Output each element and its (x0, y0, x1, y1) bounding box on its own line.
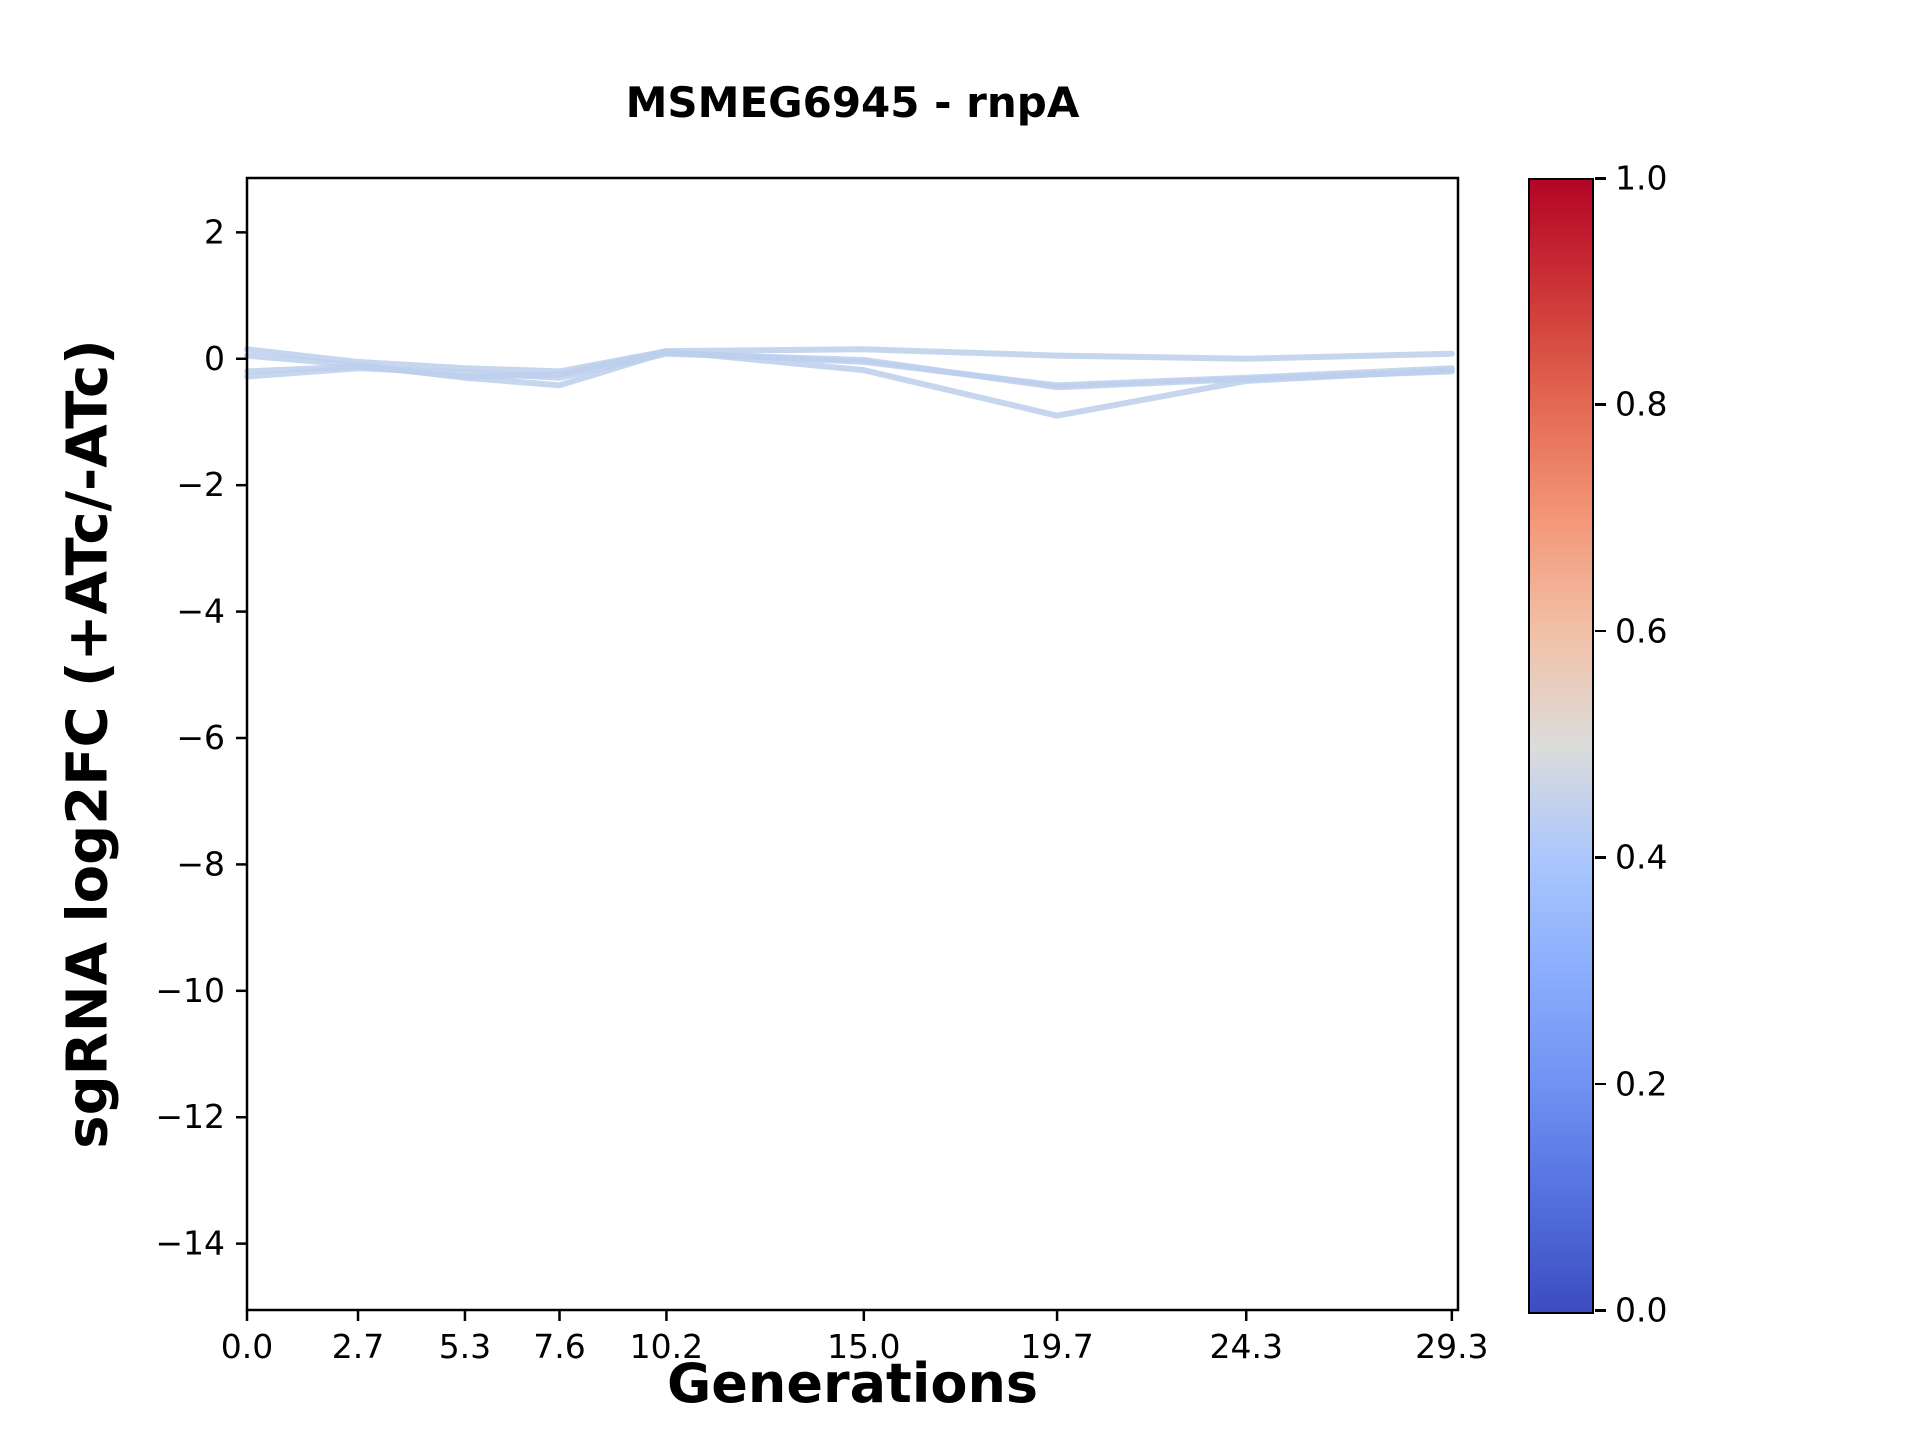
colorbar-tick-label: 0.4 (1615, 837, 1668, 877)
colorbar-tick-label: 0.0 (1615, 1290, 1668, 1330)
y-tick-label: −6 (176, 718, 225, 757)
x-tick-label: 10.2 (630, 1327, 703, 1366)
axes-frame (245, 176, 1460, 1312)
y-tick-label: −4 (176, 592, 225, 631)
colorbar-tick-label: 0.2 (1615, 1064, 1668, 1104)
x-tick-label: 24.3 (1209, 1327, 1282, 1366)
colorbar-tick (1595, 629, 1606, 633)
colorbar-tick (1595, 1309, 1606, 1312)
colorbar-tick (1595, 403, 1606, 406)
x-tick-label: 15.0 (827, 1327, 900, 1366)
x-tick-label: 0.0 (221, 1327, 273, 1366)
colorbar-tick-label: 1.0 (1615, 158, 1668, 198)
x-axis-label: Generations (666, 1352, 1039, 1415)
colorbar-tick-label: 0.6 (1615, 611, 1668, 651)
colorbar-gradient (1528, 178, 1594, 1314)
colorbar-tick (1595, 856, 1606, 859)
chart-title: MSMEG6945 - rnpA (625, 78, 1080, 127)
y-tick-label: −10 (155, 971, 225, 1010)
x-tick-label: 29.3 (1415, 1327, 1488, 1366)
x-tick-label: 5.3 (439, 1327, 491, 1366)
colorbar-tick (1595, 1082, 1606, 1086)
y-tick-label: 2 (204, 212, 225, 251)
y-tick-label: −12 (155, 1097, 225, 1136)
y-tick-label: −2 (176, 465, 225, 504)
x-tick-label: 7.6 (533, 1327, 585, 1366)
x-tick-label: 2.7 (332, 1327, 384, 1366)
y-tick-label: 0 (204, 339, 225, 378)
y-tick-label: −8 (176, 844, 225, 883)
colorbar-tick (1595, 177, 1606, 180)
colorbar-tick-label: 0.8 (1615, 384, 1668, 424)
x-tick-label: 19.7 (1020, 1327, 1093, 1366)
y-tick-label: −14 (155, 1224, 225, 1263)
series-line-sgRNA-4 (244, 350, 1455, 391)
